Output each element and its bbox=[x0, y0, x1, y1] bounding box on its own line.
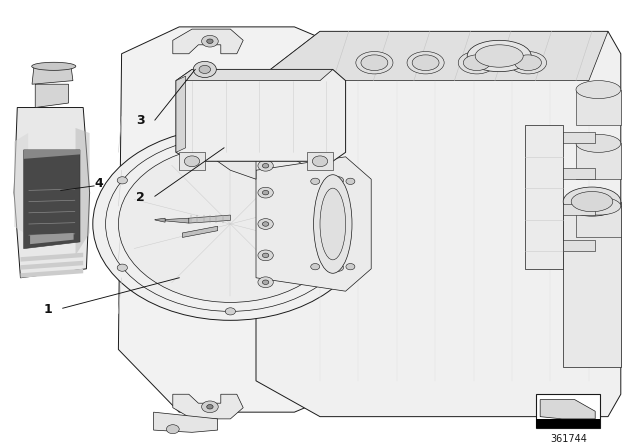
Polygon shape bbox=[14, 133, 28, 235]
Polygon shape bbox=[563, 202, 621, 367]
Ellipse shape bbox=[314, 175, 352, 273]
Polygon shape bbox=[24, 150, 80, 159]
Circle shape bbox=[333, 264, 344, 271]
Circle shape bbox=[312, 156, 328, 167]
Circle shape bbox=[258, 187, 273, 198]
Polygon shape bbox=[118, 27, 384, 412]
Polygon shape bbox=[256, 157, 371, 291]
Polygon shape bbox=[176, 69, 346, 161]
Text: 4: 4 bbox=[95, 177, 104, 190]
Polygon shape bbox=[20, 261, 83, 270]
Circle shape bbox=[216, 142, 225, 149]
Circle shape bbox=[262, 222, 269, 226]
Polygon shape bbox=[20, 253, 83, 262]
Ellipse shape bbox=[458, 52, 495, 74]
Polygon shape bbox=[256, 31, 621, 417]
Text: 2: 2 bbox=[136, 190, 145, 204]
Circle shape bbox=[333, 177, 344, 184]
Ellipse shape bbox=[356, 52, 393, 74]
Circle shape bbox=[207, 39, 213, 43]
Polygon shape bbox=[30, 233, 74, 244]
Ellipse shape bbox=[576, 197, 621, 215]
Circle shape bbox=[184, 156, 200, 167]
Polygon shape bbox=[20, 269, 83, 278]
Polygon shape bbox=[256, 31, 608, 81]
Circle shape bbox=[193, 61, 216, 78]
Ellipse shape bbox=[32, 62, 76, 70]
Circle shape bbox=[202, 401, 218, 413]
Polygon shape bbox=[576, 90, 621, 125]
Polygon shape bbox=[563, 168, 595, 179]
Circle shape bbox=[225, 133, 236, 140]
Polygon shape bbox=[307, 152, 333, 170]
Ellipse shape bbox=[407, 52, 444, 74]
Polygon shape bbox=[525, 125, 563, 269]
Bar bbox=[536, 394, 600, 428]
Polygon shape bbox=[189, 215, 230, 223]
Circle shape bbox=[118, 146, 342, 302]
Ellipse shape bbox=[463, 55, 490, 71]
Circle shape bbox=[262, 280, 269, 284]
Circle shape bbox=[225, 308, 236, 315]
Circle shape bbox=[346, 263, 355, 270]
Polygon shape bbox=[165, 218, 189, 223]
Ellipse shape bbox=[412, 55, 439, 71]
Text: 1: 1 bbox=[44, 302, 52, 316]
Bar bbox=[536, 419, 600, 428]
Circle shape bbox=[258, 250, 273, 261]
Circle shape bbox=[262, 190, 269, 195]
Ellipse shape bbox=[572, 192, 613, 212]
Polygon shape bbox=[176, 76, 186, 152]
Circle shape bbox=[262, 253, 269, 258]
Circle shape bbox=[311, 178, 320, 185]
Polygon shape bbox=[35, 84, 68, 108]
Circle shape bbox=[209, 138, 232, 154]
Polygon shape bbox=[176, 69, 333, 81]
Polygon shape bbox=[211, 116, 256, 179]
Polygon shape bbox=[155, 218, 165, 222]
Circle shape bbox=[346, 178, 355, 185]
Circle shape bbox=[258, 277, 273, 288]
Polygon shape bbox=[14, 108, 90, 278]
Polygon shape bbox=[563, 132, 595, 143]
Ellipse shape bbox=[576, 81, 621, 99]
Circle shape bbox=[117, 264, 127, 271]
Circle shape bbox=[258, 219, 273, 229]
Ellipse shape bbox=[320, 188, 346, 260]
Circle shape bbox=[258, 160, 273, 171]
Polygon shape bbox=[154, 412, 218, 432]
Polygon shape bbox=[76, 128, 90, 255]
Polygon shape bbox=[563, 204, 595, 215]
Text: 361744: 361744 bbox=[550, 434, 587, 444]
Ellipse shape bbox=[476, 45, 524, 67]
Circle shape bbox=[117, 177, 127, 184]
Circle shape bbox=[93, 128, 368, 320]
Polygon shape bbox=[182, 226, 218, 237]
Polygon shape bbox=[563, 240, 595, 251]
Ellipse shape bbox=[515, 55, 541, 71]
Ellipse shape bbox=[563, 187, 621, 216]
Circle shape bbox=[199, 65, 211, 73]
Circle shape bbox=[166, 425, 179, 434]
Ellipse shape bbox=[576, 134, 621, 152]
Polygon shape bbox=[24, 150, 80, 249]
Circle shape bbox=[202, 35, 218, 47]
Text: 3: 3 bbox=[136, 114, 145, 128]
Ellipse shape bbox=[361, 55, 388, 71]
Circle shape bbox=[311, 263, 320, 270]
Polygon shape bbox=[540, 400, 595, 419]
Ellipse shape bbox=[509, 52, 547, 74]
Polygon shape bbox=[179, 152, 205, 170]
Ellipse shape bbox=[467, 40, 531, 72]
Polygon shape bbox=[576, 143, 621, 179]
Circle shape bbox=[207, 405, 213, 409]
Circle shape bbox=[262, 164, 269, 168]
Polygon shape bbox=[173, 29, 243, 54]
Polygon shape bbox=[32, 66, 73, 84]
Polygon shape bbox=[576, 206, 621, 237]
Polygon shape bbox=[173, 394, 243, 419]
